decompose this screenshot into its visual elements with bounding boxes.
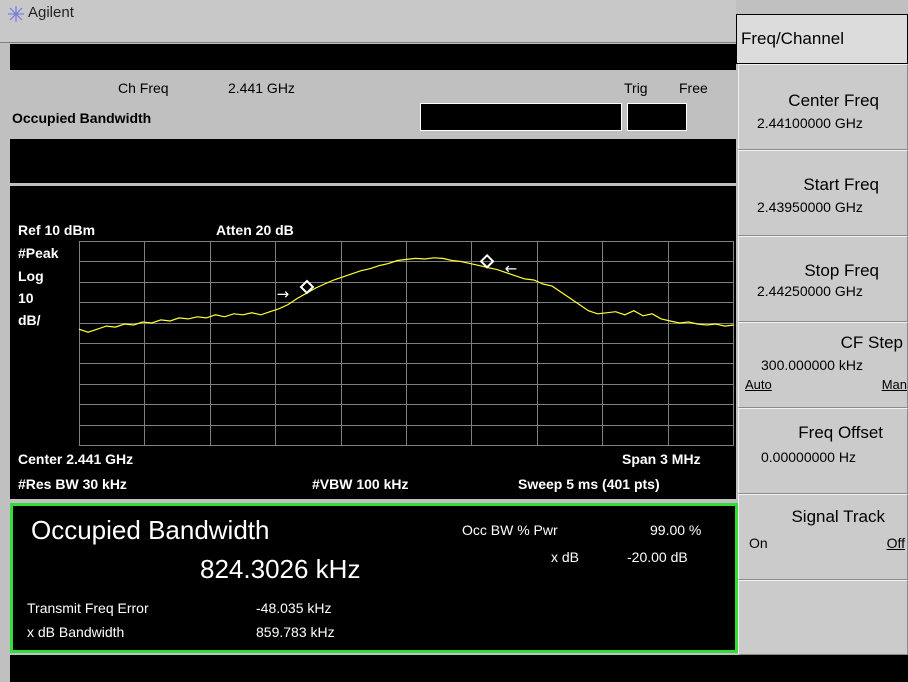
graticule-grid	[79, 241, 734, 446]
cf-step-softkey[interactable]: CF Step 300.000000 kHz Auto Man	[738, 322, 908, 408]
off-option: Off	[886, 535, 905, 551]
softkey-value: 300.000000 kHz	[761, 357, 863, 373]
right-obw-marker-arrow: ←	[505, 259, 518, 277]
occ-pwr-label: Occ BW % Pwr	[462, 522, 558, 538]
on-option: On	[749, 535, 768, 551]
transmit-freq-error-value: -48.035 kHz	[256, 600, 332, 616]
measurement-mode-title: Occupied Bandwidth	[12, 110, 152, 126]
softkey-label: Center Freq	[788, 91, 879, 110]
atten-label: Atten 20 dB	[216, 222, 294, 238]
occ-pwr-value: 99.00 %	[650, 522, 702, 538]
signal-track-softkey[interactable]: Signal Track On Off	[738, 494, 908, 580]
softkey-value: 2.44250000 GHz	[757, 283, 863, 299]
man-option: Man	[881, 377, 907, 392]
ch-freq-value: 2.441 GHz	[228, 80, 295, 96]
message-bar	[10, 44, 736, 70]
xdb-value: -20.00 dB	[627, 549, 688, 565]
softkey-value: 2.44100000 GHz	[757, 115, 863, 131]
vbw-label: #VBW 100 kHz	[312, 476, 409, 492]
occupied-bandwidth-value: 824.3026 kHz	[200, 554, 361, 584]
left-obw-marker-diamond	[299, 279, 315, 295]
center-freq-softkey[interactable]: Center Freq 2.44100000 GHz	[738, 64, 908, 150]
freq-offset-softkey[interactable]: Freq Offset 0.00000000 Hz	[738, 408, 908, 494]
spectrum-plot: →←	[79, 241, 734, 446]
softkey-label: Stop Freq	[804, 261, 879, 280]
scale-value-label: 10	[18, 290, 34, 306]
detector-label: #Peak	[18, 245, 59, 261]
title-bar	[0, 0, 736, 43]
stop-freq-softkey[interactable]: Stop Freq 2.44250000 GHz	[738, 236, 908, 322]
results-title: Occupied Bandwidth	[31, 515, 270, 545]
status-box	[420, 103, 622, 131]
softkey-value: 2.43950000 GHz	[757, 199, 863, 215]
softkey-value: 0.00000000 Hz	[761, 449, 856, 465]
scale-unit-label: dB/	[18, 312, 41, 328]
softkey-label: CF Step	[840, 333, 903, 352]
brand-name: Agilent	[28, 4, 74, 21]
sweep-label: Sweep 5 ms (401 pts)	[518, 476, 660, 492]
xdb-bandwidth-value: 859.783 kHz	[256, 624, 335, 640]
graph-panel	[10, 186, 736, 499]
softkey-menu-title: Freq/Channel	[736, 14, 908, 64]
softkey-label: Freq Offset	[798, 423, 883, 442]
ch-freq-label: Ch Freq	[118, 80, 169, 96]
auto-option: Auto	[745, 377, 772, 392]
softkey-label: Start Freq	[803, 175, 879, 194]
xdb-bandwidth-label: x dB Bandwidth	[27, 624, 125, 640]
rbw-label: #Res BW 30 kHz	[18, 476, 127, 492]
start-freq-softkey[interactable]: Start Freq 2.43950000 GHz	[738, 150, 908, 236]
ref-level-label: Ref 10 dBm	[18, 222, 96, 238]
agilent-spark-icon	[8, 6, 24, 22]
scale-type-label: Log	[18, 268, 44, 284]
spectrum-trace	[79, 257, 734, 333]
transmit-freq-error-label: Transmit Freq Error	[27, 600, 149, 616]
annotation-bar	[10, 139, 736, 183]
empty-softkey[interactable]	[738, 580, 908, 655]
softkey-label: Signal Track	[791, 507, 885, 526]
trig-value: Free	[679, 80, 708, 96]
status-box-small	[627, 103, 687, 131]
xdb-label: x dB	[551, 549, 580, 565]
span-label: Span 3 MHz	[622, 451, 701, 467]
bottom-status-bar	[10, 655, 908, 682]
left-obw-marker-arrow: →	[277, 285, 290, 303]
results-panel	[10, 503, 738, 653]
trig-label: Trig	[624, 80, 648, 96]
center-freq-label: Center 2.441 GHz	[18, 451, 134, 467]
right-obw-marker-diamond	[479, 253, 495, 269]
